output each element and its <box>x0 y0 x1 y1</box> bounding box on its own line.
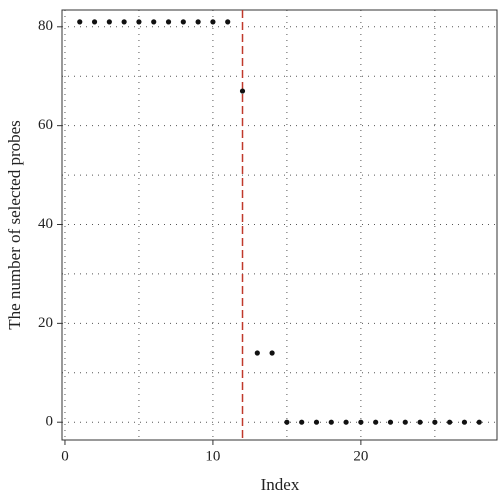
y-tick-label: 40 <box>38 216 53 232</box>
point <box>373 419 379 425</box>
x-axis-label: Index <box>261 475 300 494</box>
point <box>254 350 260 356</box>
point <box>284 419 290 425</box>
point <box>432 419 438 425</box>
y-tick-label: 80 <box>38 18 53 34</box>
point <box>447 419 453 425</box>
point <box>328 419 334 425</box>
point <box>417 419 423 425</box>
point <box>121 19 127 25</box>
x-tick-label: 0 <box>61 448 69 464</box>
point <box>210 19 216 25</box>
plot-frame <box>61 9 498 441</box>
point <box>151 19 157 25</box>
y-tick-label: 0 <box>46 414 54 430</box>
point <box>106 19 112 25</box>
point <box>402 419 408 425</box>
point <box>239 88 246 94</box>
x-tick-label: 10 <box>205 448 220 464</box>
point <box>136 19 142 25</box>
y-tick-label: 20 <box>38 315 53 331</box>
point <box>165 19 172 25</box>
point <box>225 19 231 25</box>
point <box>77 19 83 25</box>
point <box>387 419 394 425</box>
point <box>91 19 98 25</box>
y-axis-label: The number of selected probes <box>5 120 24 330</box>
point <box>461 419 468 425</box>
point <box>358 419 364 425</box>
point <box>195 19 201 25</box>
point <box>269 350 275 356</box>
y-tick-label: 60 <box>38 117 53 133</box>
point <box>343 419 349 425</box>
point <box>299 419 305 425</box>
point <box>476 419 482 425</box>
x-tick-label: 20 <box>353 448 368 464</box>
point <box>180 19 186 25</box>
point <box>313 419 320 425</box>
